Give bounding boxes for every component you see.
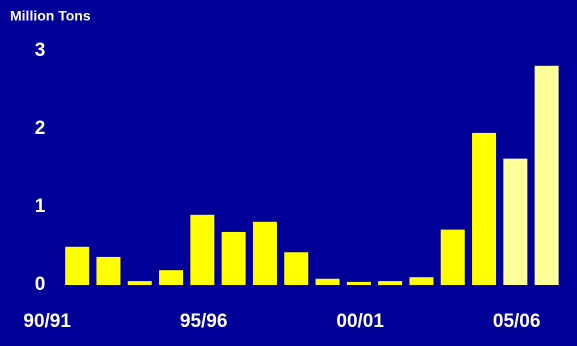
- bar: [472, 132, 497, 285]
- bar: [503, 158, 528, 285]
- y-tick-label: 2: [35, 118, 46, 139]
- bar: [96, 256, 121, 285]
- bar: [534, 65, 559, 285]
- bar: [409, 277, 434, 285]
- x-tick-label: 95/96: [180, 311, 228, 332]
- bar: [346, 281, 371, 285]
- bar: [159, 270, 184, 285]
- bar: [127, 281, 152, 285]
- x-tick-label: 90/91: [23, 311, 71, 332]
- bar: [378, 281, 403, 285]
- bar: [440, 229, 465, 285]
- bar: [65, 246, 90, 285]
- y-tick-label: 3: [35, 40, 46, 61]
- x-tick-label: 05/06: [493, 311, 541, 332]
- bar: [252, 221, 277, 285]
- bar: [315, 278, 340, 285]
- bar: [221, 231, 246, 285]
- y-tick-label: 0: [35, 274, 46, 295]
- bar: [284, 252, 309, 285]
- x-tick-label: 00/01: [336, 311, 384, 332]
- chart-title: Million Tons: [10, 8, 91, 24]
- y-tick-label: 1: [35, 196, 46, 217]
- bar: [190, 214, 215, 285]
